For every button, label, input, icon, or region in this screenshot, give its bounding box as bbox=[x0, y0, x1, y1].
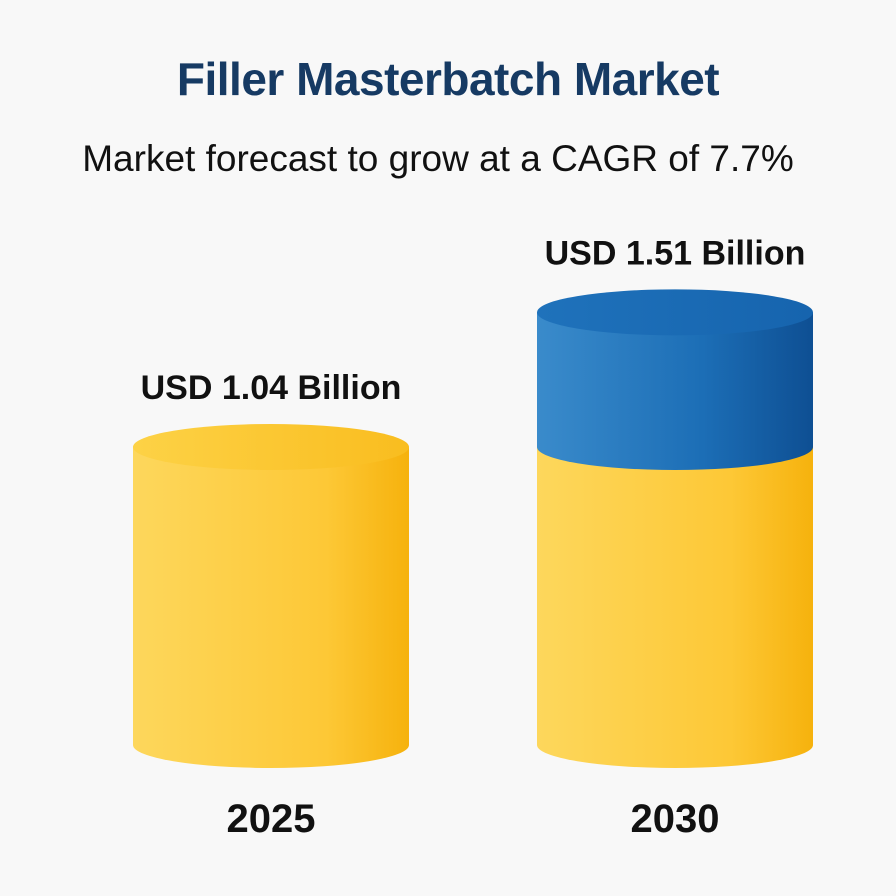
bar-2030-growth bbox=[537, 312, 813, 470]
bar-2030-top bbox=[537, 289, 813, 336]
category-label-2025: 2025 bbox=[227, 797, 316, 841]
bar-2025-top bbox=[133, 424, 409, 470]
chart-title: Filler Masterbatch Market bbox=[176, 53, 720, 105]
value-label-2025: USD 1.04 Billion bbox=[141, 369, 402, 407]
bar-2030-base bbox=[537, 447, 813, 768]
chart-subtitle: Market forecast to grow at a CAGR of 7.7… bbox=[82, 138, 794, 179]
bar-2025-base bbox=[133, 447, 409, 768]
category-label-2030: 2030 bbox=[631, 797, 720, 841]
value-label-2030: USD 1.51 Billion bbox=[545, 234, 806, 272]
